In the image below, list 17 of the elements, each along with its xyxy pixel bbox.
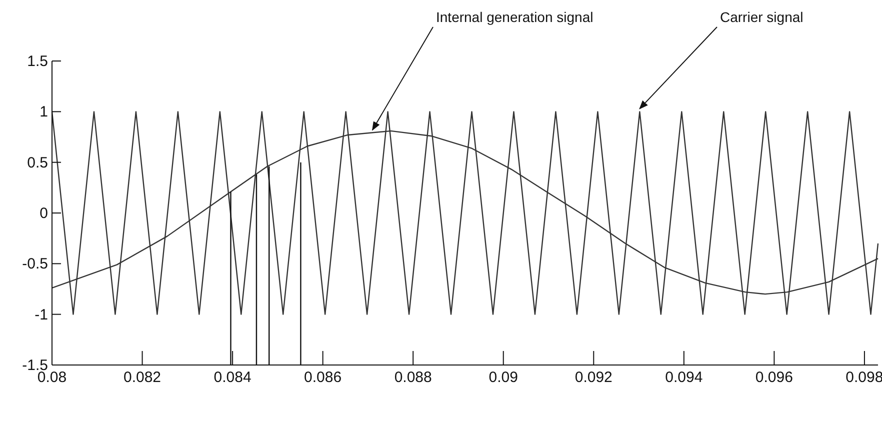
annotation: Internal generation signal <box>436 9 594 25</box>
y-tick-label: 0.5 <box>27 154 48 172</box>
x-tick-label: 0.094 <box>665 369 703 386</box>
x-tick-label: 0.084 <box>214 369 252 386</box>
x-tick-label: 0.086 <box>304 369 342 386</box>
y-tick-label: 1.5 <box>27 53 48 70</box>
y-tick-label: -1 <box>34 306 48 324</box>
x-tick-label: 0.09 <box>488 369 518 386</box>
annotation: Carrier signal <box>720 9 804 25</box>
x-tick-label: 0.08 <box>37 369 67 386</box>
x-tick-label: 0.092 <box>574 369 612 386</box>
y-tick-label: 1 <box>40 104 48 121</box>
y-tick-label: 0 <box>40 205 48 222</box>
x-tick-label: 0.082 <box>124 369 162 386</box>
y-tick-label: -0.5 <box>22 256 48 273</box>
x-tick-label: 0.088 <box>394 369 432 386</box>
x-tick-label: 0.096 <box>755 369 793 386</box>
